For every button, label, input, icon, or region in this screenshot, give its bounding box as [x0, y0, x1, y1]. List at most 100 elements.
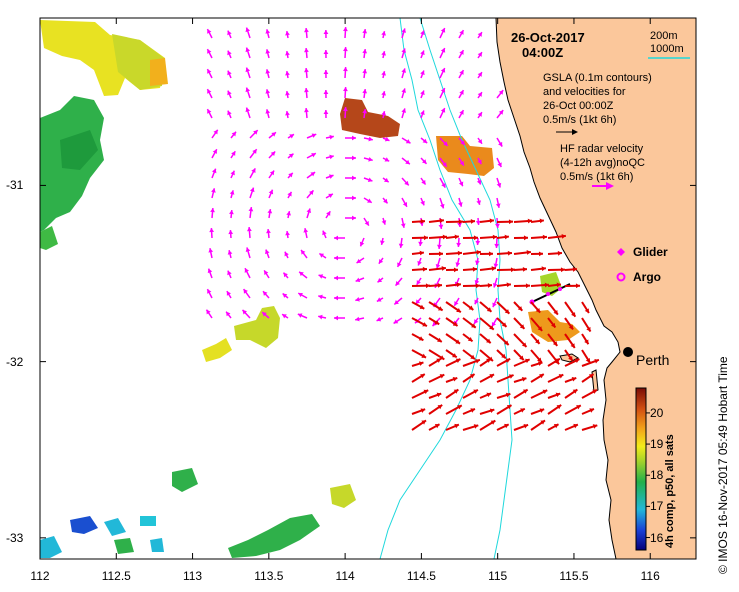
- hf-arrow-head: [439, 355, 445, 360]
- hf-arrow-head: [540, 420, 546, 425]
- gsla-arrow-head: [211, 168, 217, 174]
- gsla-velocity-arrows: [205, 26, 504, 328]
- legend-hf-arrow: [606, 182, 614, 190]
- gsla-arrow-head: [301, 249, 306, 255]
- hf-arrow-head: [522, 266, 527, 272]
- gsla-arrow-head: [405, 159, 410, 165]
- gsla-arrow-head: [243, 289, 248, 294]
- hf-arrow-head: [539, 408, 545, 413]
- y-tick-label: -32: [6, 354, 24, 369]
- hf-arrow-head: [457, 250, 462, 256]
- gsla-arrow-head: [285, 91, 290, 96]
- gsla-arrow-head: [477, 52, 482, 57]
- hf-arrow-head: [520, 408, 525, 413]
- hf-arrow-head: [574, 358, 580, 363]
- hf-arrow-head: [522, 389, 528, 394]
- hf-arrow-head: [504, 423, 509, 429]
- gsla-arrow-head: [475, 220, 481, 225]
- sst-patch-18: [172, 468, 198, 492]
- hf-legend-line-1: HF radar velocity: [560, 143, 644, 155]
- hf-arrow-head: [504, 340, 509, 345]
- hf-arrow-head: [573, 423, 578, 429]
- gsla-arrow-head: [211, 188, 216, 193]
- gsla-arrow-head: [378, 258, 384, 264]
- gsla-arrow-head: [362, 109, 368, 114]
- hf-arrow-head: [575, 283, 580, 289]
- gsla-arrow-head: [207, 49, 212, 54]
- hf-arrow-head: [468, 305, 474, 310]
- gsla-arrow-head: [440, 68, 446, 73]
- gsla-arrow-head: [318, 274, 324, 279]
- hf-arrow-head: [544, 282, 549, 288]
- hf-arrow-head: [439, 218, 444, 224]
- gsla-arrow-head: [492, 282, 498, 288]
- gsla-arrow-head: [356, 258, 362, 264]
- gsla-arrow-head: [352, 135, 356, 141]
- gsla-arrow-head: [398, 243, 404, 248]
- gsla-arrow-head: [368, 136, 373, 142]
- gsla-arrow-head: [421, 179, 426, 185]
- gsla-arrow-head: [477, 112, 482, 117]
- gsla-arrow-head: [362, 29, 368, 34]
- gsla-arrow-head: [352, 195, 356, 201]
- hf-arrow-head: [486, 307, 492, 312]
- hf-arrow-head: [557, 250, 562, 256]
- gsla-arrow-head: [477, 92, 482, 97]
- gsla-arrow-head: [245, 107, 251, 113]
- hf-arrow-head: [452, 321, 458, 326]
- hf-arrow-head: [436, 358, 441, 363]
- gsla-arrow-head: [493, 263, 499, 268]
- map-date: 26-Oct-2017: [511, 30, 585, 45]
- gsla-arrow-head: [323, 50, 329, 55]
- hf-arrow-head: [571, 312, 576, 317]
- gsla-arrow-head: [230, 170, 235, 176]
- hf-arrow-head: [556, 282, 561, 288]
- gsla-arrow-head: [328, 193, 333, 199]
- rottnest-island: [559, 353, 579, 363]
- hf-arrow-head: [473, 424, 479, 429]
- gsla-arrow-head: [343, 67, 348, 72]
- hf-arrow-head: [556, 404, 562, 410]
- hf-arrow-head: [542, 389, 548, 395]
- hf-arrow-head: [469, 374, 475, 379]
- gsla-arrow-head: [207, 69, 212, 74]
- gsla-arrow-head: [299, 271, 304, 277]
- gsla-arrow-head: [476, 200, 482, 205]
- hf-arrow-head: [541, 266, 546, 272]
- sst-patch-21: [150, 538, 164, 552]
- perth-label: Perth: [636, 352, 670, 368]
- colorbar-tick-label: 16: [650, 530, 664, 545]
- hf-arrow-head: [457, 405, 462, 410]
- gsla-arrow-head: [229, 210, 234, 215]
- hf-arrow-head: [568, 355, 573, 361]
- gsla-arrow-head: [285, 111, 290, 116]
- hf-arrow-head: [470, 219, 475, 224]
- gsla-arrow-head: [415, 299, 421, 304]
- hf-arrow-head: [437, 337, 442, 342]
- hf-arrow-head: [523, 235, 528, 241]
- legend-gsla-arrow: [572, 129, 578, 135]
- gsla-arrow-head: [401, 48, 407, 53]
- colorbar-tick-label: 17: [650, 499, 664, 514]
- gsla-arrow-head: [207, 268, 213, 274]
- hf-arrow-head: [473, 235, 478, 241]
- gsla-arrow-head: [227, 270, 232, 276]
- gsla-arrow-head: [343, 87, 348, 92]
- hf-arrow-head: [505, 392, 511, 398]
- gsla-arrow-head: [397, 262, 402, 267]
- gsla-arrow-head: [498, 90, 504, 95]
- gsla-arrow-head: [267, 209, 273, 214]
- gsla-arrow-head: [242, 309, 248, 315]
- hf-arrow-head: [488, 251, 493, 257]
- gsla-arrow-head: [318, 314, 323, 320]
- hf-arrow-head: [561, 233, 566, 239]
- gsla-arrow-head: [395, 281, 400, 286]
- gsla-arrow-head: [368, 156, 373, 162]
- gsla-arrow-head: [494, 243, 500, 248]
- hf-arrow-head: [572, 267, 577, 272]
- hf-arrow-head: [527, 218, 532, 224]
- hf-arrow-head: [490, 420, 496, 425]
- x-tick-label: 113: [182, 569, 203, 583]
- colorbar-tick-label: 20: [650, 405, 664, 420]
- gsla-arrow-head: [477, 159, 482, 165]
